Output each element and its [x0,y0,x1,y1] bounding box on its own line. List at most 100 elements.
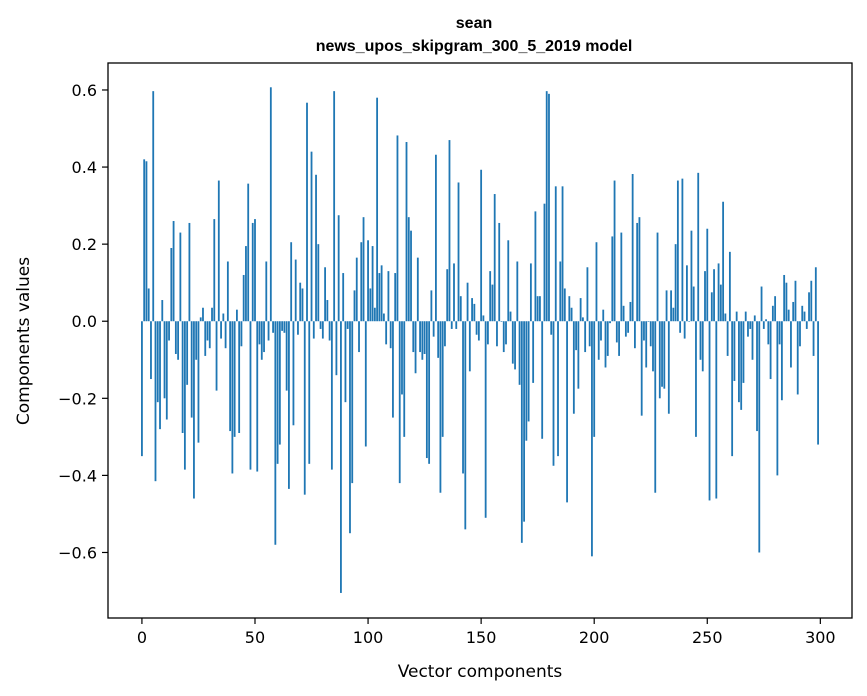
bar-component-3 [147,288,150,322]
bar-component-228 [656,232,659,322]
bar-component-226 [652,321,654,372]
plot-frame [107,62,853,619]
y-tick-label: 0.6 [72,81,97,100]
bar-component-191 [572,321,575,414]
bar-component-39 [229,321,232,432]
bar-component-102 [371,246,374,322]
bar-component-273 [758,321,761,553]
y-tick-label: −0.6 [58,543,97,562]
bar-component-299 [817,321,819,445]
bar-component-200 [593,321,596,437]
bar-component-178 [543,203,546,322]
bar-component-55 [265,261,268,322]
bar-component-184 [557,321,559,457]
bar-component-113 [396,135,399,322]
bar-component-147 [473,303,476,322]
bar-component-199 [591,321,593,557]
x-tick-label: 250 [692,628,723,647]
bar-component-135 [446,269,449,322]
bar-component-258 [724,313,727,322]
bar-component-103 [373,307,376,322]
bar-component-253 [713,269,715,322]
bar-component-44 [240,321,243,347]
bar-component-52 [258,321,261,345]
bar-component-156 [493,194,496,322]
bar-component-6 [154,321,157,482]
bar-component-240 [683,321,686,339]
bar-component-23 [193,321,195,499]
bar-component-94 [353,290,356,322]
bar-component-179 [545,91,548,322]
bar-component-28 [204,321,207,356]
bar-component-212 [620,232,623,322]
bar-component-65 [288,321,290,489]
bar-component-61 [278,321,281,445]
bar-component-51 [256,321,259,472]
bar-component-261 [731,321,734,457]
bar-component-239 [681,178,684,322]
bar-component-181 [550,321,553,335]
bar-component-96 [358,321,360,353]
bar-component-138 [453,263,455,322]
bar-component-154 [489,271,492,322]
bar-component-101 [369,288,372,322]
bar-component-76 [312,321,315,339]
bar-component-133 [441,321,444,437]
bar-component-168 [520,321,523,543]
bar-component-116 [403,321,406,437]
bar-component-265 [740,321,743,410]
bar-component-9 [161,300,164,322]
bar-component-282 [778,321,781,345]
bar-component-284 [783,274,786,322]
bar-component-225 [649,321,652,347]
bar-component-53 [260,321,263,360]
bar-component-231 [663,321,666,389]
bar-component-24 [195,321,198,360]
bar-component-279 [771,305,774,322]
bar-component-90 [344,321,347,403]
bar-component-19 [183,321,186,470]
bar-component-87 [337,215,340,322]
bar-component-31 [211,307,213,322]
bar-component-125 [423,321,426,354]
y-tick-label: −0.2 [58,389,97,408]
bar-component-236 [674,244,677,322]
bar-component-227 [654,321,657,493]
bar-component-177 [541,321,544,439]
bar-component-112 [394,273,397,322]
bar-component-165 [514,321,516,370]
bar-component-60 [276,321,279,464]
bar-component-233 [667,321,670,414]
bar-component-35 [220,321,222,339]
bar-component-251 [708,321,711,501]
bar-component-158 [498,222,501,322]
bar-component-150 [480,169,483,322]
bar-component-27 [202,307,204,322]
bar-component-243 [690,230,693,322]
bar-component-120 [412,321,415,353]
y-tick-label: 0.4 [72,158,97,177]
bar-component-137 [450,321,453,329]
chart-title-line-1: sean [456,15,492,32]
bar-component-92 [349,321,351,534]
bar-component-108 [385,321,388,345]
bar-component-109 [387,271,390,322]
bar-component-182 [552,321,555,466]
bar-component-217 [631,174,634,322]
bar-component-100 [367,240,369,322]
bar-component-42 [236,309,238,322]
x-tick-label: 300 [805,628,836,647]
bar-component-89 [342,273,345,322]
bar-component-201 [595,242,598,322]
bar-component-34 [217,180,220,322]
bar-component-58 [272,321,274,333]
bar-component-82 [326,300,329,322]
bar-component-145 [468,321,471,372]
bar-component-2 [145,161,148,322]
bar-component-141 [459,296,462,322]
bar-component-169 [523,321,525,522]
bar-component-127 [428,321,431,464]
bar-component-0 [141,321,143,457]
bar-component-166 [516,261,519,322]
bar-component-264 [738,321,740,403]
